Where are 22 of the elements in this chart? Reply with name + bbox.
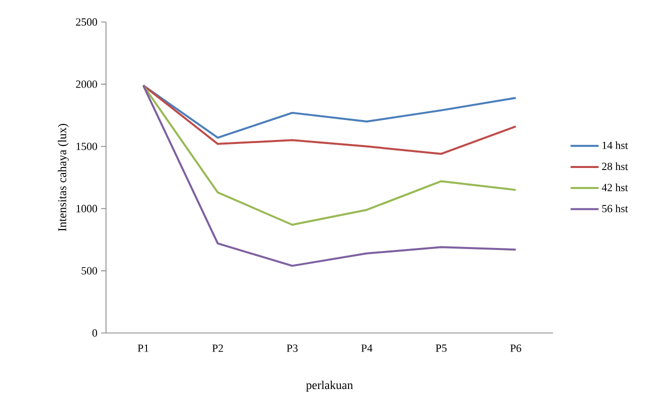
y-axis-title: Intensitas cahaya (lux): [58, 124, 69, 232]
legend-label: 14 hst: [602, 141, 628, 150]
x-tick-label: P6: [510, 344, 522, 352]
y-tick-label: 1500: [76, 142, 98, 150]
line-series: [142, 84, 517, 139]
legend-label: 42 hst: [602, 184, 628, 192]
x-axis-title: perlakuan: [306, 380, 353, 392]
x-tick-label: P4: [361, 344, 372, 352]
x-tick-label: P2: [212, 344, 223, 352]
line-series: [142, 84, 517, 155]
x-tick-label: P1: [138, 344, 148, 352]
y-tick-label: 1000: [76, 204, 98, 212]
line-series: [142, 84, 517, 267]
y-tick-label: 2000: [76, 80, 98, 88]
line-series: [142, 84, 517, 226]
x-tick-label: P3: [286, 344, 298, 352]
y-tick-label: 2500: [76, 18, 98, 26]
y-tick-label: 0: [92, 329, 98, 337]
legend-label: 56 hst: [602, 204, 628, 212]
legend-label: 28 hst: [602, 162, 628, 170]
x-tick-label: P5: [436, 344, 447, 352]
y-tick-label: 500: [82, 267, 98, 274]
